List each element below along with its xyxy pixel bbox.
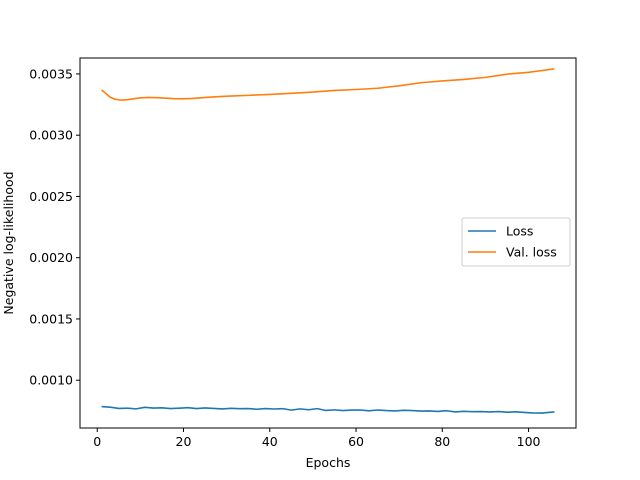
y-tick-label: 0.0025 (29, 189, 73, 204)
y-axis: 0.0010 0.0015 0.0020 0.0025 0.0030 0.0035 (29, 66, 80, 388)
x-tick-label: 20 (176, 434, 192, 449)
x-tick-label: 0 (93, 434, 101, 449)
plot-area (101, 67, 555, 414)
y-tick-label: 0.0015 (29, 311, 73, 326)
x-tick-label: 40 (262, 434, 278, 449)
y-tick-label: 0.0010 (29, 373, 73, 388)
y-axis-label: Negative log-likelihood (1, 171, 16, 314)
legend: Loss Val. loss (461, 217, 571, 267)
x-tick-label: 80 (434, 434, 450, 449)
x-tick-label: 60 (348, 434, 364, 449)
x-axis: 0 20 40 60 80 100 (93, 428, 541, 449)
x-tick-label: 100 (517, 434, 541, 449)
y-tick-label: 0.0035 (29, 66, 73, 81)
series-line-val-loss (101, 67, 555, 101)
axes-frame (79, 57, 577, 429)
series-line-loss (101, 405, 555, 414)
legend-entry-loss: Loss (506, 224, 533, 239)
legend-box (461, 217, 571, 267)
y-tick-label: 0.0030 (29, 128, 73, 143)
legend-entry-val-loss: Val. loss (506, 245, 557, 260)
y-tick-label: 0.0020 (29, 250, 73, 265)
x-axis-label: Epochs (306, 455, 351, 470)
